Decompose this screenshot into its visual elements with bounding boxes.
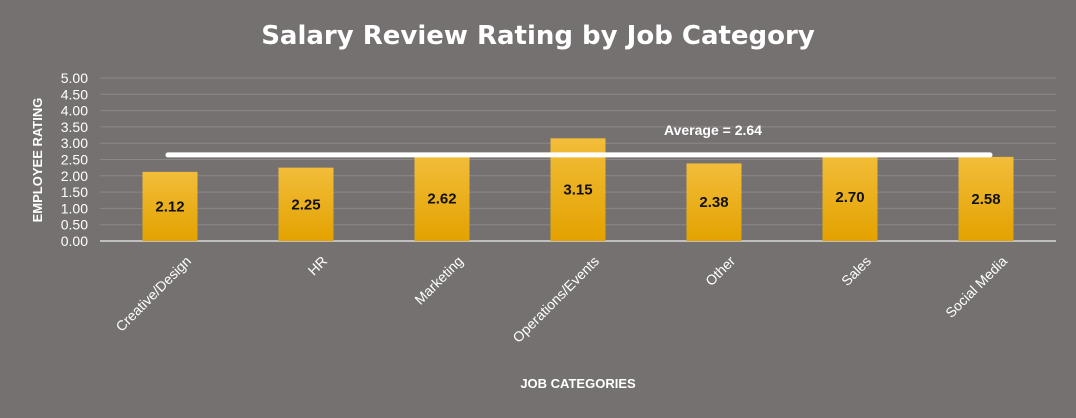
chart-title: Salary Review Rating by Job Category — [261, 21, 815, 51]
data-label: 2.62 — [427, 190, 456, 207]
data-label: 2.38 — [699, 194, 728, 211]
x-tick-label: Operations/Events — [509, 253, 602, 346]
y-tick-label: 0.50 — [61, 217, 88, 233]
x-axis-ticks: Creative/Design HR Marketing Operations/Eve… — [112, 253, 1010, 346]
y-axis-ticks: 0.000.501.001.502.002.503.003.504.004.50… — [61, 70, 88, 249]
y-tick-label: 0.00 — [61, 233, 88, 249]
average-line-group: Average = 2.64 — [165, 122, 993, 158]
data-label: 2.58 — [971, 191, 1000, 208]
bar — [142, 171, 198, 241]
y-tick-label: 1.50 — [61, 184, 88, 200]
y-tick-label: 3.50 — [61, 119, 88, 135]
bar — [278, 167, 334, 241]
data-label: 3.15 — [563, 182, 592, 199]
y-tick-label: 4.50 — [61, 86, 88, 102]
y-tick-label: 1.00 — [61, 200, 88, 216]
x-tick-label: Marketing — [411, 253, 466, 308]
data-label: 2.70 — [835, 189, 864, 206]
x-tick-label: Social Media — [942, 253, 1010, 321]
average-label: Average = 2.64 — [664, 122, 762, 138]
y-tick-label: 2.00 — [61, 168, 88, 184]
x-tick-label: Creative/Design — [112, 253, 194, 335]
y-tick-label: 4.00 — [61, 103, 88, 119]
bars — [142, 138, 1014, 241]
data-label: 2.25 — [291, 196, 320, 213]
y-axis-title: EMPLOYEE RATING — [30, 98, 45, 223]
x-tick-label: Other — [702, 253, 738, 289]
y-tick-label: 5.00 — [61, 70, 88, 86]
data-labels: 2.12 2.25 2.62 3.15 2.38 2.70 2.58 — [155, 182, 1000, 216]
bar — [686, 163, 742, 241]
y-tick-label: 3.00 — [61, 135, 88, 151]
y-tick-label: 2.50 — [61, 152, 88, 168]
x-axis-title: JOB CATEGORIES — [520, 376, 636, 391]
x-tick-label: Sales — [838, 253, 874, 289]
bar — [822, 152, 878, 241]
bar — [414, 155, 470, 241]
bar — [958, 156, 1014, 241]
x-tick-label: HR — [304, 253, 330, 279]
data-label: 2.12 — [155, 198, 184, 215]
